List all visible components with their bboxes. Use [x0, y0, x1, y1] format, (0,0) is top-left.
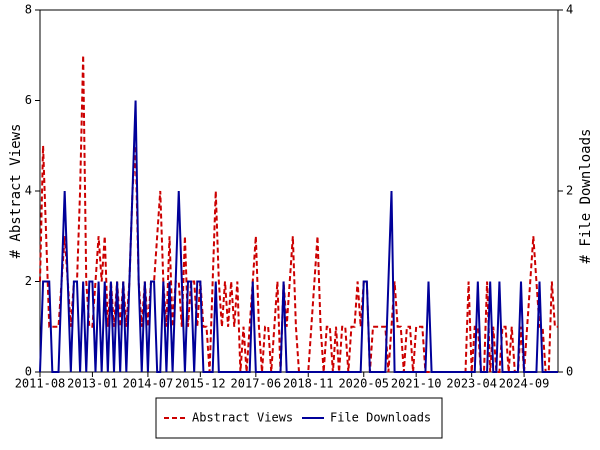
y2-tick-label: 4: [566, 3, 573, 17]
y2-axis-label: # File Downloads: [578, 129, 594, 264]
legend-label: Abstract Views: [192, 411, 293, 425]
x-tick-label: 2024-09: [499, 377, 550, 391]
x-tick-label: 2013-01: [67, 377, 118, 391]
x-tick-label: 2021-10: [391, 377, 442, 391]
x-tick-label: 2015-12: [175, 377, 226, 391]
y-tick-label: 8: [25, 3, 32, 17]
legend-label: File Downloads: [330, 411, 431, 425]
y-tick-label: 2: [25, 274, 32, 288]
x-tick-label: 2017-06: [231, 377, 282, 391]
y-tick-label: 4: [25, 184, 32, 198]
legend-box: [155, 397, 443, 439]
x-tick-label: 2011-08: [15, 377, 66, 391]
x-tick-label: 2020-05: [338, 377, 389, 391]
y-tick-label: 6: [25, 93, 32, 107]
x-tick-label: 2018-11: [283, 377, 334, 391]
series-line: [39, 100, 558, 373]
x-tick-label: 2014-07: [123, 377, 174, 391]
x-tick-label: 2023-04: [446, 377, 497, 391]
y2-tick-label: 0: [566, 365, 573, 379]
y-axis-label: # Abstract Views: [8, 124, 24, 259]
y2-tick-label: 2: [566, 184, 573, 198]
y-tick-label: 0: [25, 365, 32, 379]
